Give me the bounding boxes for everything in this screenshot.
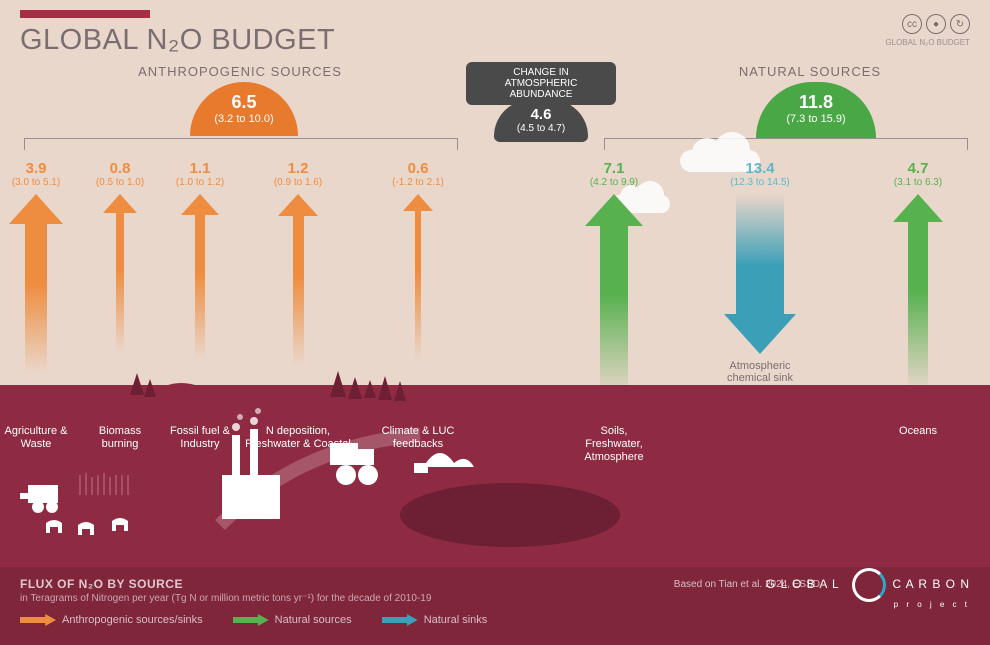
flux-value: 3.9 <box>1 160 71 177</box>
cc-icon: cc <box>902 14 922 34</box>
flux-value: 0.6 <box>383 160 453 177</box>
anthropogenic-total-range: (3.2 to 10.0) <box>190 113 298 125</box>
anthropogenic-bracket <box>24 138 458 150</box>
natural-label: NATURAL SOURCES <box>720 64 900 79</box>
flux-value: 1.1 <box>165 160 235 177</box>
source-label-oceans: Oceans <box>863 425 973 438</box>
flux-range: (3.1 to 6.3) <box>883 177 953 188</box>
flux-range: (0.5 to 1.0) <box>85 177 155 188</box>
legend-swatch <box>382 614 418 626</box>
change-label: CHANGE IN ATMOSPHERIC ABUNDANCE <box>466 62 616 105</box>
natural-total-range: (7.3 to 15.9) <box>756 113 876 125</box>
anthropogenic-label: ANTHROPOGENIC SOURCES <box>120 64 360 79</box>
anthropogenic-arch: 6.5 (3.2 to 10.0) <box>190 82 298 136</box>
legend-swatch <box>233 614 269 626</box>
legend-text: Natural sources <box>275 614 352 626</box>
legend-item: Anthropogenic sources/sinks <box>20 614 203 626</box>
flux-range: (12.3 to 14.5) <box>724 177 796 188</box>
page-title: GLOBAL N₂O BUDGET <box>20 24 335 57</box>
natural-arch: 11.8 (7.3 to 15.9) <box>756 82 876 138</box>
flux-range: (3.0 to 5.1) <box>1 177 71 188</box>
gcp-logo: G L O B A L C A R B O N p r o j e c t <box>766 568 970 609</box>
sa-icon: ↻ <box>950 14 970 34</box>
license-icons: cc ● ↻ <box>902 14 970 34</box>
change-value-box: 4.6 (4.5 to 4.7) <box>494 100 588 142</box>
natural-bracket <box>604 138 968 150</box>
flux-range: (-1.2 to 2.1) <box>383 177 453 188</box>
change-range: (4.5 to 4.7) <box>508 123 574 134</box>
license-subtitle: GLOBAL N₂O BUDGET <box>885 38 970 47</box>
legend-text: Anthropogenic sources/sinks <box>62 614 203 626</box>
landscape-silhouette: Agriculture &WasteBiomassburningFossil f… <box>0 385 990 645</box>
anthropogenic-total-value: 6.5 <box>190 92 298 113</box>
flux-value: 7.1 <box>579 160 649 177</box>
flux-range: (4.2 to 9.9) <box>579 177 649 188</box>
legend-text: Natural sinks <box>424 614 488 626</box>
flux-value: 1.2 <box>263 160 333 177</box>
legend-item: Natural sources <box>233 614 352 626</box>
flux-value: 13.4 <box>724 160 796 177</box>
natural-total-value: 11.8 <box>756 92 876 113</box>
flux-range: (0.9 to 1.6) <box>263 177 333 188</box>
source-label-climate: Climate & LUCfeedbacks <box>363 425 473 451</box>
change-value: 4.6 <box>508 106 574 123</box>
flux-range: (1.0 to 1.2) <box>165 177 235 188</box>
source-label-ndep: N deposition,Freshwater & Coastal <box>243 425 353 451</box>
flux-value: 0.8 <box>85 160 155 177</box>
footer-bar: FLUX OF N₂O BY SOURCE in Teragrams of Ni… <box>0 567 990 645</box>
legend: Anthropogenic sources/sinks Natural sourc… <box>20 614 970 626</box>
flux-value: 4.7 <box>883 160 953 177</box>
source-label-soils: Soils,Freshwater,Atmosphere <box>559 425 669 465</box>
title-accent-strip <box>20 10 150 18</box>
legend-swatch <box>20 614 56 626</box>
by-icon: ● <box>926 14 946 34</box>
source-label-fossil: Fossil fuel &Industry <box>145 425 255 451</box>
legend-item: Natural sinks <box>382 614 488 626</box>
